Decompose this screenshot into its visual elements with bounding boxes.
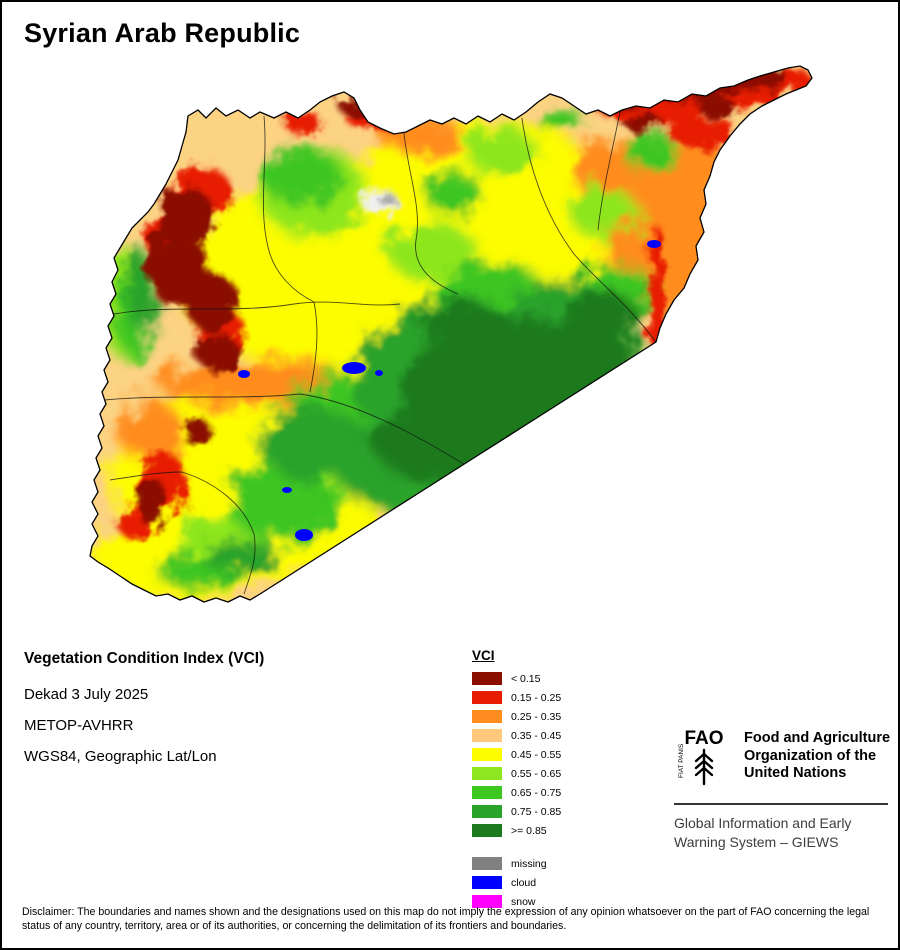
projection-line: WGS84, Geographic Lat/Lon	[24, 748, 217, 765]
legend-swatch	[472, 691, 502, 704]
legend-swatch	[472, 748, 502, 761]
legend-swatch	[472, 672, 502, 685]
vci-legend: VCI < 0.15 0.15 - 0.25 0.25 - 0.35 0.35 …	[472, 648, 561, 914]
legend-row: 0.15 - 0.25	[472, 691, 561, 704]
legend-swatch	[472, 786, 502, 799]
legend-label: < 0.15	[511, 672, 541, 685]
legend-row: 0.75 - 0.85	[472, 805, 561, 818]
legend-row: < 0.15	[472, 672, 561, 685]
legend-label: 0.15 - 0.25	[511, 691, 562, 704]
legend-swatch	[472, 857, 502, 870]
fao-org-name: Food and Agriculture Organization of the…	[744, 730, 890, 783]
fao-org-line: Food and Agriculture	[744, 730, 891, 746]
fao-motto-text: FIAT PANIS	[678, 743, 685, 778]
vci-heading: Vegetation Condition Index (VCI)	[24, 650, 265, 667]
legend-swatch	[472, 729, 502, 742]
water-cloud-pixels	[238, 240, 661, 541]
giews-line: Global Information and Early	[674, 815, 852, 831]
legend-row: >= 0.85	[472, 824, 561, 837]
fao-org-line: Organization of the	[744, 747, 877, 764]
legend-label: 0.35 - 0.45	[511, 729, 562, 742]
legend-label: snow	[511, 895, 536, 908]
legend-row: cloud	[472, 876, 561, 889]
legend-label: >= 0.85	[511, 824, 547, 837]
fao-org-line: United Nations	[744, 765, 847, 781]
legend-swatch	[472, 710, 502, 723]
disclaimer-text: Disclaimer: The boundaries and names sho…	[22, 906, 870, 932]
legend-swatch	[472, 895, 502, 908]
legend-swatch	[472, 767, 502, 780]
legend-label: 0.55 - 0.65	[511, 767, 562, 780]
fao-logo-text: FAO	[684, 728, 723, 749]
legend-label: 0.65 - 0.75	[511, 786, 562, 799]
map-raster	[90, 66, 812, 602]
admin-boundaries	[103, 111, 657, 595]
legend-row: 0.45 - 0.55	[472, 748, 561, 761]
legend-swatch	[472, 876, 502, 889]
legend-row: 0.25 - 0.35	[472, 710, 561, 723]
legend-label: 0.45 - 0.55	[511, 748, 562, 761]
giews-label: Global Information and Early Warning Sys…	[674, 814, 894, 852]
legend-row: 0.65 - 0.75	[472, 786, 561, 799]
legend-swatch	[472, 824, 502, 837]
fao-logo-icon: FAO FIAT PANIS	[678, 728, 724, 786]
country-outline	[89, 65, 813, 603]
legend-row: 0.55 - 0.65	[472, 767, 561, 780]
page-title: Syrian Arab Republic	[24, 18, 301, 48]
legend-label: 0.25 - 0.35	[511, 710, 562, 723]
giews-line: Warning System – GIEWS	[674, 834, 839, 850]
dekad-line: Dekad 3 July 2025	[24, 686, 149, 703]
map-info-block: Vegetation Condition Index (VCI) Dekad 3…	[24, 650, 264, 779]
fao-block: FAO FIAT PANIS Food and Agriculture Orga…	[674, 726, 890, 792]
legend-label: cloud	[511, 876, 537, 889]
legend-row: snow	[472, 895, 561, 908]
legend-title: VCI	[472, 648, 495, 663]
sensor-line: METOP-AVHRR	[24, 717, 134, 734]
wheat-ear-icon	[694, 748, 714, 786]
legend-row: 0.35 - 0.45	[472, 729, 561, 742]
legend-row: missing	[472, 857, 561, 870]
fao-giews-divider	[674, 803, 888, 805]
legend-label: 0.75 - 0.85	[511, 805, 562, 818]
legend-label: missing	[511, 857, 547, 870]
legend-extras: missing cloud snow	[472, 857, 561, 908]
legend-swatch	[472, 805, 502, 818]
